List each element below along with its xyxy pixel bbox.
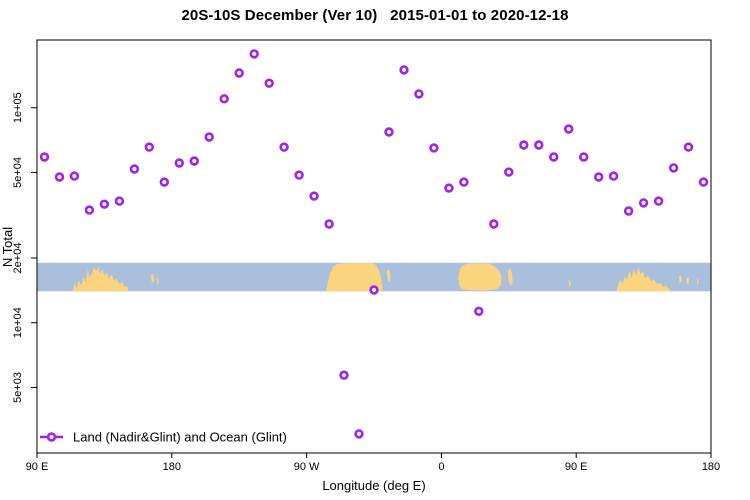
x-tick-label: 180	[702, 461, 720, 473]
legend-marker-icon	[46, 432, 57, 442]
data-point	[369, 285, 379, 295]
data-point	[129, 164, 140, 174]
land-madagascar	[507, 267, 513, 287]
y-tick-label: 1e+04	[12, 307, 24, 338]
data-point	[279, 142, 289, 152]
data-point	[623, 206, 634, 216]
data-point	[414, 89, 424, 99]
legend-label: Land (Nadir&Glint) and Ocean (Glint)	[73, 430, 287, 445]
data-point	[608, 171, 619, 181]
data-point	[174, 158, 185, 168]
data-point	[519, 140, 529, 150]
data-point	[384, 127, 394, 137]
y-tick-label: 2e+04	[12, 243, 24, 274]
data-point	[653, 196, 664, 206]
data-point	[84, 205, 95, 215]
land-island-new-caledonia-west	[150, 273, 155, 284]
data-point	[698, 177, 709, 187]
x-tick-label: 90 E	[565, 461, 588, 473]
y-axis-title: N Total	[0, 227, 15, 267]
land-island-new-caledonia-east	[678, 274, 682, 284]
data-point	[264, 78, 274, 88]
data-point	[668, 163, 679, 173]
data-point	[309, 191, 319, 201]
y-tick-label: 1e+05	[12, 92, 24, 123]
data-point	[144, 142, 155, 152]
x-tick-label: 90 W	[294, 461, 320, 473]
data-point	[474, 306, 484, 316]
y-tick-label: 5e+03	[12, 372, 24, 403]
data-point	[159, 177, 170, 187]
data-point	[578, 152, 589, 162]
x-tick-label: 180	[163, 461, 181, 473]
land-south-america	[326, 263, 383, 292]
data-point	[534, 140, 544, 150]
y-tick-label: 5e+04	[12, 157, 24, 188]
data-point	[429, 143, 439, 153]
land-indian-ocean-speck	[568, 280, 571, 287]
data-point	[563, 124, 574, 134]
data-point	[444, 183, 454, 193]
x-tick-label: 90 E	[26, 461, 49, 473]
land-island-fiji-east	[696, 278, 699, 285]
data-point	[489, 219, 499, 229]
data-point	[459, 177, 469, 187]
land-island-fiji-west	[156, 277, 159, 285]
data-point	[234, 68, 244, 78]
data-point	[504, 167, 514, 177]
legend: Land (Nadir&Glint) and Ocean (Glint)	[40, 430, 287, 445]
data-point	[324, 219, 334, 229]
data-point	[249, 49, 259, 59]
data-point	[354, 429, 364, 439]
data-point	[39, 152, 50, 162]
data-point	[54, 172, 65, 182]
data-point	[114, 196, 125, 206]
data-point	[69, 171, 80, 181]
land-brazil-east-tip	[386, 269, 391, 283]
chart-title: 20S-10S December (Ver 10) 2015-01-01 to …	[181, 7, 569, 24]
data-point	[294, 170, 304, 180]
data-point	[99, 199, 110, 209]
data-point	[593, 172, 604, 182]
data-points	[39, 49, 709, 439]
data-point	[189, 156, 200, 166]
data-point	[339, 370, 349, 380]
x-tick-label: 0	[438, 461, 444, 473]
x-axis-title: Longitude (deg E)	[322, 478, 425, 493]
data-point	[219, 94, 229, 104]
data-point	[638, 198, 649, 208]
plot-box	[36, 39, 712, 454]
land-africa	[458, 263, 502, 291]
land-australia-east-copy	[616, 266, 671, 292]
land-island-vanuatu-east	[686, 277, 690, 285]
data-point	[399, 65, 409, 75]
data-point	[683, 142, 694, 152]
data-point	[204, 132, 214, 142]
land-australia-west-copy	[72, 266, 129, 292]
data-point	[548, 152, 559, 162]
axes: 90 E 180 90 W 0 90 E 180 5e+03 1e+04 2e+04 5e+04 1…	[12, 39, 720, 473]
